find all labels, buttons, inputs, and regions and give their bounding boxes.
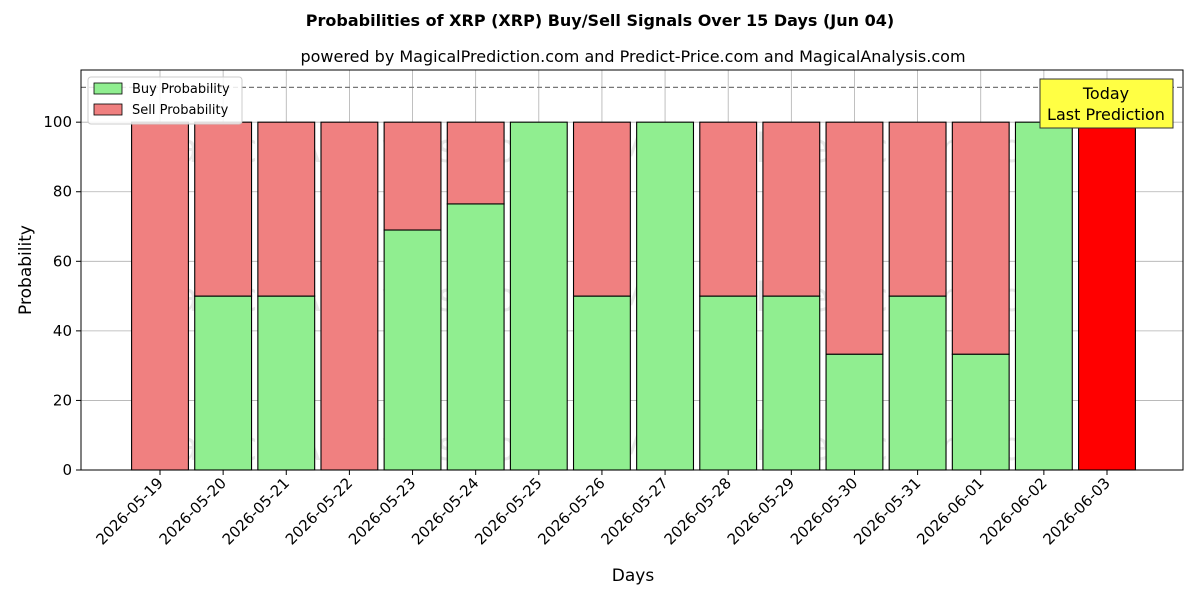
last-prediction-label: Last Prediction — [1047, 105, 1165, 124]
bar-buy-2026-06-02 — [1014, 121, 1073, 471]
bar-sell-2026-06-03 — [1078, 121, 1136, 471]
x-tick-label: 2026-05-25 — [471, 474, 545, 548]
x-tick-label: 2026-05-20 — [156, 474, 230, 548]
chart-title: Probabilities of XRP (XRP) Buy/Sell Sign… — [306, 11, 894, 30]
today-annotation: Today Last Prediction — [1039, 78, 1174, 129]
bars-layer — [131, 121, 1136, 471]
y-tick-label: 100 — [43, 113, 72, 131]
y-tick-label: 60 — [53, 252, 72, 270]
bar-sell-2026-05-28 — [699, 121, 758, 297]
bar-sell-2026-05-20 — [194, 121, 253, 297]
y-axis-label: Probability — [16, 225, 36, 315]
y-tick-label: 40 — [53, 322, 72, 340]
bar-buy-2026-05-30 — [825, 353, 884, 471]
bar-buy-2026-05-28 — [699, 295, 758, 471]
x-tick-label: 2026-05-29 — [724, 474, 798, 548]
legend-label-buy: Buy Probability — [132, 82, 230, 97]
bar-buy-2026-05-23 — [383, 229, 442, 471]
x-tick-label: 2026-05-19 — [92, 474, 166, 548]
legend: Buy Probability Sell Probability — [87, 76, 243, 125]
bar-sell-2026-06-01 — [951, 121, 1010, 355]
x-tick-label: 2026-06-02 — [976, 474, 1050, 548]
y-tick-label: 0 — [62, 461, 72, 479]
bar-buy-2026-05-21 — [257, 295, 316, 471]
chart-subtitle: powered by MagicalPrediction.com and Pre… — [300, 47, 965, 66]
y-tick-label: 20 — [53, 391, 72, 409]
legend-swatch-sell — [93, 103, 123, 116]
bar-sell-2026-05-23 — [383, 121, 442, 231]
x-tick-label: 2026-05-31 — [850, 474, 924, 548]
x-tick-label: 2026-05-23 — [345, 474, 419, 548]
x-tick-label: 2026-05-30 — [787, 474, 861, 548]
legend-label-sell: Sell Probability — [132, 103, 229, 118]
bar-sell-2026-05-24 — [446, 121, 505, 205]
x-tick-label: 2026-05-24 — [408, 474, 482, 548]
bar-sell-2026-05-30 — [825, 121, 884, 355]
bar-buy-2026-06-01 — [951, 353, 1010, 471]
bar-buy-2026-05-20 — [194, 295, 253, 471]
bar-sell-2026-05-21 — [257, 121, 316, 297]
bar-sell-2026-05-26 — [572, 121, 631, 297]
legend-swatch-buy — [93, 82, 123, 95]
today-label: Today — [1082, 84, 1129, 103]
bar-sell-2026-05-29 — [762, 121, 821, 297]
legend-frame — [87, 76, 243, 125]
x-axis-label: Days — [612, 566, 655, 586]
x-ticks: 2026-05-192026-05-202026-05-212026-05-22… — [92, 470, 1114, 548]
y-tick-label: 80 — [53, 183, 72, 201]
bar-sell-2026-05-19 — [131, 121, 189, 471]
x-tick-label: 2026-05-27 — [598, 474, 672, 548]
bar-sell-2026-05-31 — [888, 121, 947, 297]
x-tick-label: 2026-05-28 — [661, 474, 735, 548]
bar-buy-2026-05-25 — [509, 121, 568, 471]
bar-sell-2026-05-22 — [320, 121, 379, 471]
x-tick-label: 2026-05-21 — [219, 474, 293, 548]
x-tick-label: 2026-05-26 — [534, 474, 608, 548]
bar-buy-2026-05-27 — [636, 121, 695, 471]
plot-frame — [80, 69, 1184, 471]
today-box — [1039, 78, 1174, 129]
bar-buy-2026-05-29 — [762, 295, 821, 471]
x-tick-label: 2026-06-03 — [1039, 474, 1113, 548]
bar-buy-2026-05-24 — [446, 203, 505, 471]
x-tick-label: 2026-06-01 — [913, 474, 987, 548]
x-tick-label: 2026-05-22 — [282, 474, 356, 548]
y-ticks: 0 20 40 60 80 100 — [43, 113, 81, 479]
bar-buy-2026-05-31 — [888, 295, 947, 471]
bar-buy-2026-05-26 — [572, 295, 631, 471]
